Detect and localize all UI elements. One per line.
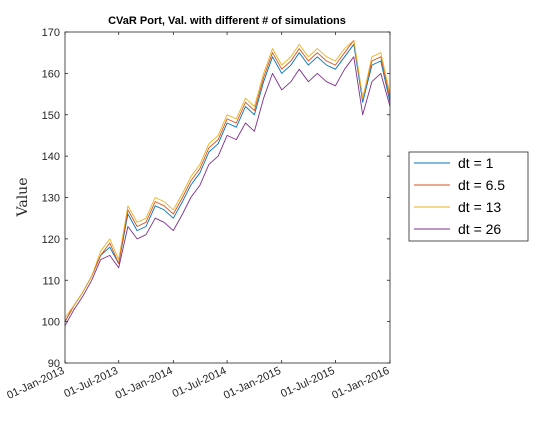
series-line-3 <box>64 39 391 318</box>
y-tick-label: 130 <box>42 193 60 205</box>
y-tick-label: 100 <box>42 317 60 329</box>
x-tick-label: 01-Jan-2015 <box>222 365 283 402</box>
series-line-4 <box>64 56 391 327</box>
series-layer <box>64 39 391 327</box>
plot-area <box>65 32 390 363</box>
legend-box <box>408 151 529 242</box>
x-tick-label: 01-Jul-2015 <box>279 365 337 400</box>
x-tick-label: 01-Jan-2014 <box>114 365 175 402</box>
chart-title: CVaR Port, Val. with different # of simu… <box>108 15 346 27</box>
legend: dt = 1 dt = 6.5 dt = 13 dt = 26 <box>408 151 529 242</box>
legend-label-1: dt = 1 <box>458 155 494 171</box>
y-tick-label: 90 <box>48 358 60 370</box>
y-tick-label: 140 <box>42 151 60 163</box>
y-axis-label: Value <box>15 178 31 218</box>
x-tick-label: 01-Jul-2014 <box>171 365 229 400</box>
y-tick-label: 160 <box>42 68 60 80</box>
series-line-2 <box>64 39 391 322</box>
x-tick-label: 01-Jan-2013 <box>5 365 66 402</box>
y-tick-label: 150 <box>42 110 60 122</box>
legend-items: dt = 1 dt = 6.5 dt = 13 dt = 26 <box>414 155 505 237</box>
x-tick-label: 01-Jan-2016 <box>330 365 391 402</box>
y-axis: 90 100 110 120 130 140 150 160 170 <box>42 27 390 370</box>
legend-label-2: dt = 6.5 <box>458 177 505 193</box>
x-tick-label: 01-Jul-2013 <box>62 365 120 400</box>
legend-label-3: dt = 13 <box>458 199 501 215</box>
y-tick-label: 110 <box>42 275 60 287</box>
y-tick-label: 120 <box>42 234 60 246</box>
legend-label-4: dt = 26 <box>458 221 501 237</box>
y-tick-label: 170 <box>42 27 60 39</box>
